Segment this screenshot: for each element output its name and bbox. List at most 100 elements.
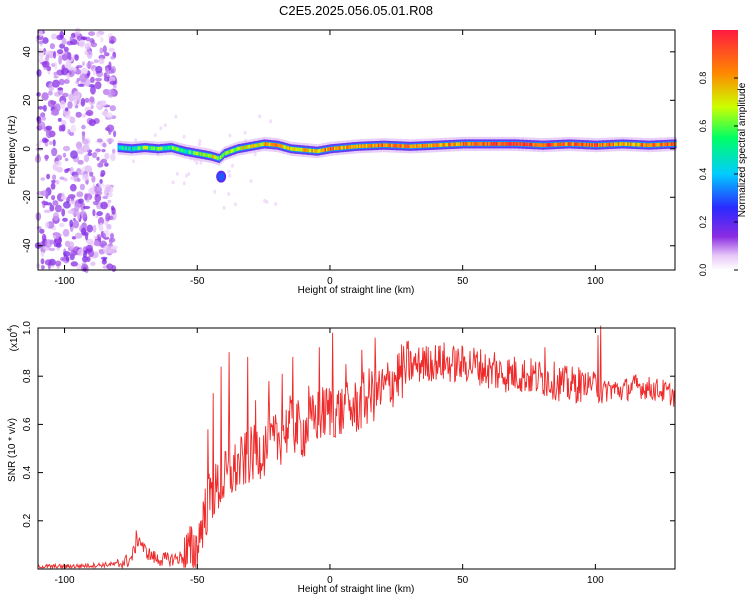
heatmap-noise-cell: [42, 60, 50, 68]
heatmap-ridge-cell: [404, 144, 406, 148]
heatmap-scatter-cell: [198, 142, 201, 147]
heatmap-ridge-cell: [655, 143, 657, 147]
heatmap-ridge-cell: [148, 146, 150, 150]
heatmap-ridge-cell: [328, 147, 331, 151]
heatmap-noise-cell: [57, 87, 64, 91]
heatmap-ridge-cell: [399, 144, 401, 148]
heatmap-ridge-cell: [291, 147, 294, 151]
heatmap-ridge-cell: [279, 144, 282, 148]
heatmap-noise-cell: [91, 175, 96, 183]
heatmap-noise-cell: [58, 78, 65, 86]
heatmap-noise-cell: [62, 145, 71, 152]
heatmap-ridge-cell: [537, 143, 539, 147]
heatmap-ridge-cell: [375, 143, 377, 148]
heatmap-noise-cell: [40, 251, 45, 257]
heatmap-ridge-cell: [271, 142, 274, 147]
heatmap-ridge-cell: [453, 142, 455, 147]
spectrogram-x-tick-label: 0: [327, 276, 333, 287]
heatmap-ridge-cell: [210, 154, 213, 158]
heatmap-noise-cell: [105, 112, 113, 119]
heatmap-noise-cell: [82, 139, 89, 145]
heatmap-ridge-cell: [260, 142, 263, 147]
heatmap-ridge-cell: [198, 152, 201, 156]
heatmap-ridge-cell: [238, 146, 240, 151]
heatmap-noise-cell: [111, 148, 116, 154]
heatmap-ridge-cell: [425, 143, 428, 148]
heatmap-ridge-cell: [253, 144, 255, 148]
heatmap-ridge-cell: [340, 146, 343, 150]
heatmap-ridge-cell: [149, 146, 152, 150]
heatmap-ridge-cell: [401, 144, 404, 148]
heatmap-noise-cell: [70, 124, 77, 133]
spectrogram-x-tick-label: 100: [587, 276, 604, 287]
heatmap-noise-cell: [47, 99, 56, 108]
heatmap-ridge-cell: [377, 143, 380, 148]
heatmap-ridge-cell: [546, 143, 548, 147]
heatmap-noise-cell: [106, 223, 112, 230]
heatmap-noise-cell: [36, 116, 42, 124]
heatmap-ridge-cell: [217, 156, 219, 160]
heatmap-ridge-cell: [158, 146, 161, 151]
heatmap-noise-cell: [80, 97, 86, 107]
heatmap-noise-cell: [72, 220, 80, 229]
heatmap-noise-cell: [90, 105, 94, 109]
heatmap-noise-cell: [99, 179, 103, 184]
heatmap-ridge-cell: [580, 142, 583, 147]
heatmap-noise-cell: [99, 47, 104, 54]
heatmap-noise-cell: [63, 201, 71, 209]
heatmap-noise-cell: [110, 205, 115, 211]
heatmap-ridge-cell: [177, 147, 179, 152]
heatmap-ridge-cell: [339, 146, 341, 150]
heatmap-ridge-cell: [564, 142, 567, 146]
heatmap-ridge-cell: [526, 142, 528, 147]
heatmap-noise-cell: [70, 261, 79, 267]
heatmap-ridge-cell: [359, 144, 361, 148]
heatmap-ridge-cell: [583, 142, 585, 147]
heatmap-ridge-cell: [643, 143, 645, 147]
heatmap-ridge-cell: [428, 143, 430, 148]
heatmap-ridge-cell: [409, 144, 412, 149]
heatmap-ridge-cell: [310, 148, 312, 153]
heatmap-ridge-cell: [351, 145, 353, 149]
heatmap-ridge-cell: [604, 142, 607, 147]
heatmap-noise-cell: [84, 42, 92, 51]
heatmap-ridge-cell: [473, 142, 475, 146]
heatmap-noise-cell: [110, 245, 117, 254]
heatmap-ridge-cell: [522, 142, 524, 146]
heatmap-scatter-cell: [227, 192, 231, 196]
heatmap-noise-cell: [67, 101, 73, 109]
heatmap-ridge-cell: [576, 142, 579, 147]
heatmap-ridge-cell: [591, 143, 593, 147]
heatmap-ridge-cell: [441, 143, 443, 147]
heatmap-ridge-cell: [448, 142, 450, 147]
heatmap-noise-cell: [90, 85, 96, 95]
heatmap-noise-cell: [72, 218, 76, 221]
heatmap-ridge-cell: [432, 143, 434, 148]
heatmap-ridge-cell: [617, 142, 620, 146]
heatmap-noise-cell: [78, 39, 86, 48]
heatmap-ridge-cell: [157, 147, 159, 151]
heatmap-ridge-cell: [227, 150, 230, 154]
heatmap-noise-cell: [104, 52, 110, 57]
heatmap-noise-cell: [53, 50, 57, 59]
heatmap-noise-cell: [42, 37, 49, 44]
heatmap-ridge-cell: [402, 144, 405, 148]
heatmap-ridge-cell: [647, 143, 649, 147]
heatmap-noise-cell: [82, 61, 85, 66]
heatmap-noise-cell: [59, 176, 65, 180]
heatmap-noise-cell: [100, 173, 105, 177]
heatmap-ridge-cell: [416, 144, 418, 148]
heatmap-ridge-cell: [331, 146, 333, 151]
heatmap-ridge-cell: [284, 145, 287, 150]
heatmap-noise-cell: [40, 190, 49, 197]
heatmap-noise-cell: [64, 114, 72, 119]
heatmap-noise-cell: [102, 245, 111, 254]
heatmap-scatter-cell: [171, 180, 175, 185]
heatmap-ridge-cell: [607, 142, 609, 147]
heatmap-ridge-cell: [444, 143, 446, 147]
heatmap-ridge-cell: [120, 146, 122, 150]
heatmap-ridge-cell: [145, 145, 148, 150]
heatmap-ridge-cell: [194, 151, 197, 155]
heatmap-noise-cell: [48, 90, 53, 96]
heatmap-noise-cell: [106, 263, 114, 270]
